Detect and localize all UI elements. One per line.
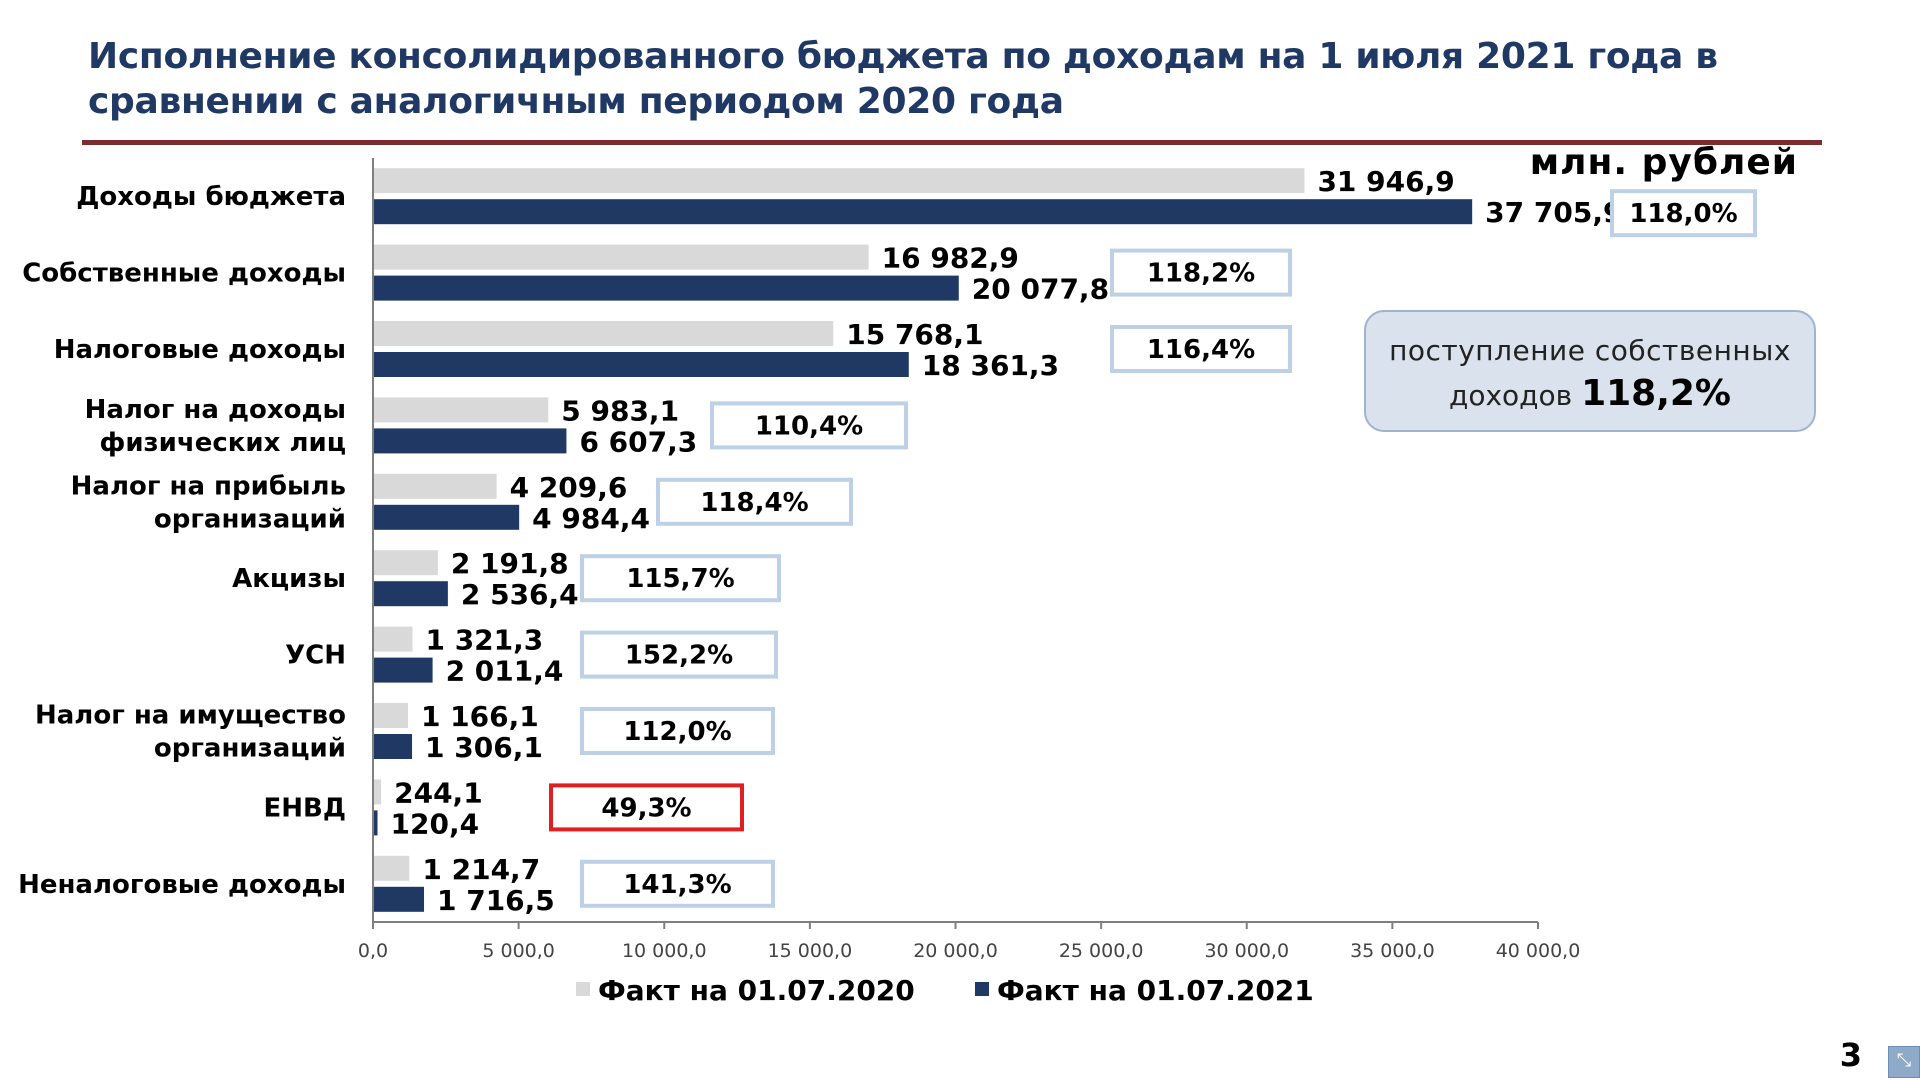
bar-2020 — [374, 244, 869, 270]
growth-box — [580, 554, 781, 603]
category-label: Налог на имущество — [35, 701, 346, 731]
value-label-2020: 1 166,1 — [421, 700, 539, 733]
bar-2020 — [374, 397, 549, 423]
value-label-2020: 5 983,1 — [561, 394, 679, 427]
value-label-2020: 4 209,6 — [510, 471, 628, 504]
value-label-2021: 18 361,3 — [922, 349, 1059, 382]
bar-2020 — [374, 168, 1305, 194]
value-label-2020: 2 191,8 — [451, 547, 569, 580]
value-label-2020: 1 321,3 — [425, 624, 543, 657]
info-callout-line2: доходов 118,2% — [1366, 373, 1814, 414]
category-label: физических лиц — [100, 428, 346, 458]
x-tick-label: 35 000,0 — [1350, 940, 1435, 962]
x-tick-label: 0,0 — [358, 940, 388, 962]
growth-percent-label: 110,4% — [755, 411, 863, 441]
collapse-arrows-icon[interactable]: ⤡ — [1888, 1046, 1920, 1078]
page-number: 3 — [1839, 1036, 1862, 1074]
value-label-2021: 4 984,4 — [532, 502, 650, 535]
units-label: млн. рублей — [1529, 142, 1798, 183]
value-label-2020: 16 982,9 — [882, 242, 1019, 275]
value-label-2020: 1 214,7 — [422, 853, 540, 886]
growth-percent-label: 116,4% — [1147, 335, 1255, 365]
growth-box — [580, 707, 775, 755]
legend-swatch — [975, 982, 989, 996]
growth-box — [1110, 248, 1292, 297]
x-tick-label: 25 000,0 — [1059, 940, 1144, 962]
growth-box — [1110, 325, 1292, 373]
bar-2020 — [374, 473, 497, 499]
growth-percent-label: 118,2% — [1147, 259, 1255, 289]
bar-2020 — [374, 550, 438, 576]
bar-2020 — [374, 779, 382, 805]
info-callout-line1: поступление собственных — [1389, 334, 1791, 367]
category-label: Доходы бюджета — [76, 182, 346, 212]
info-callout-prefix: доходов — [1448, 379, 1573, 412]
growth-box-highlight — [549, 783, 744, 832]
value-label-2020: 15 768,1 — [846, 318, 983, 351]
category-label: Налоговые доходы — [54, 335, 346, 365]
value-label-2020: 31 946,9 — [1317, 165, 1454, 198]
value-label-2020: 244,1 — [394, 776, 483, 809]
value-label-2021: 120,4 — [391, 807, 480, 840]
growth-box — [580, 630, 778, 679]
category-label: организаций — [154, 504, 346, 534]
category-label: ЕНВД — [264, 793, 347, 823]
bar-2021 — [374, 810, 378, 836]
growth-percent-label: 141,3% — [623, 870, 731, 900]
growth-box — [656, 477, 853, 526]
bar-2020 — [374, 321, 834, 346]
growth-percent-label: 118,0% — [1629, 199, 1737, 229]
category-label: Налог на прибыль — [71, 471, 346, 501]
category-label: Неналоговые доходы — [18, 870, 346, 900]
growth-box — [1610, 189, 1757, 238]
bar-2021 — [374, 504, 520, 530]
x-tick-label: 5 000,0 — [482, 940, 555, 962]
value-label-2021: 20 077,8 — [972, 273, 1109, 306]
info-callout: поступление собственных доходов 118,2% — [1364, 310, 1816, 432]
bar-2021 — [374, 352, 909, 377]
bar-2021 — [374, 581, 448, 607]
slide-title: Исполнение консолидированного бюджета по… — [88, 36, 1718, 122]
growth-box — [580, 859, 775, 908]
x-tick-label: 20 000,0 — [913, 940, 998, 962]
info-callout-value: 118,2% — [1581, 373, 1732, 414]
x-tick-label: 30 000,0 — [1204, 940, 1289, 962]
bar-2021 — [374, 275, 959, 301]
x-tick-label: 15 000,0 — [768, 940, 853, 962]
growth-percent-label: 118,4% — [700, 488, 808, 518]
value-label-2021: 37 705,9 — [1485, 196, 1622, 229]
value-label-2021: 2 011,4 — [446, 655, 564, 688]
legend-swatch — [576, 982, 590, 996]
x-tick-label: 10 000,0 — [622, 940, 707, 962]
category-label: Налог на доходы — [85, 395, 346, 425]
bar-2021 — [374, 657, 433, 683]
growth-box — [710, 401, 908, 450]
category-label: УСН — [285, 641, 346, 671]
bar-2020 — [374, 855, 410, 881]
bar-2020 — [374, 626, 413, 652]
bar-2021 — [374, 428, 567, 454]
bar-2021 — [374, 734, 413, 759]
growth-percent-label: 115,7% — [626, 564, 734, 594]
bar-2020 — [374, 703, 408, 728]
growth-percent-label: 49,3% — [601, 793, 691, 823]
category-label: Акцизы — [232, 564, 346, 594]
category-label: организаций — [154, 734, 346, 764]
growth-percent-label: 152,2% — [625, 641, 733, 671]
legend-label: Факт на 01.07.2020 — [598, 974, 915, 1007]
legend-label: Факт на 01.07.2021 — [997, 974, 1314, 1007]
title-divider — [82, 140, 1822, 145]
value-label-2021: 1 716,5 — [437, 884, 555, 917]
bar-2021 — [374, 199, 1473, 225]
value-label-2021: 2 536,4 — [461, 578, 579, 611]
value-label-2021: 1 306,1 — [425, 731, 543, 764]
bar-2021 — [374, 886, 424, 912]
value-label-2021: 6 607,3 — [579, 425, 697, 458]
growth-percent-label: 112,0% — [623, 717, 731, 747]
x-tick-label: 40 000,0 — [1496, 940, 1581, 962]
category-label: Собственные доходы — [22, 259, 346, 289]
